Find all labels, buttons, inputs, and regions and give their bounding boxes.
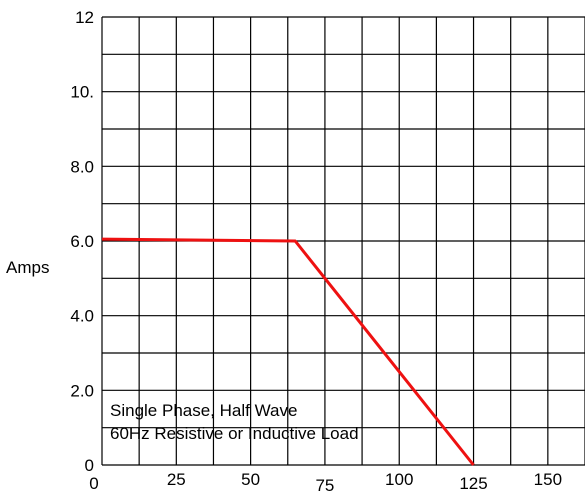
chart-grid (101, 16, 585, 466)
x-tick-label: 100 (385, 470, 413, 489)
y-tick-label: 0 (85, 456, 94, 475)
annotation-line-2: 60Hz Resistive or Inductive Load (110, 424, 359, 443)
x-tick-label: 25 (167, 470, 186, 489)
y-axis-label: Amps (6, 258, 49, 277)
y-tick-label: 2.0 (70, 381, 94, 400)
y-tick-label: 8.0 (70, 157, 94, 176)
x-axis-ticks: 0 25 50 75 100 125 150 (89, 470, 562, 495)
x-tick-label: 125 (459, 474, 487, 493)
annotation-line-1: Single Phase, Half Wave (110, 401, 297, 420)
y-tick-label: 12 (75, 8, 94, 27)
y-tick-label: 6.0 (70, 232, 94, 251)
y-tick-label: 10. (70, 83, 94, 102)
x-tick-label: 0 (89, 474, 98, 493)
y-tick-label: 4.0 (70, 307, 94, 326)
series-line (101, 237, 475, 466)
x-tick-label: 50 (241, 470, 260, 489)
x-tick-label: 150 (534, 470, 562, 489)
y-axis-ticks: 0 2.0 4.0 6.0 8.0 10. 12 (70, 8, 94, 475)
x-tick-label: 75 (315, 476, 334, 495)
chart-series (101, 237, 475, 466)
